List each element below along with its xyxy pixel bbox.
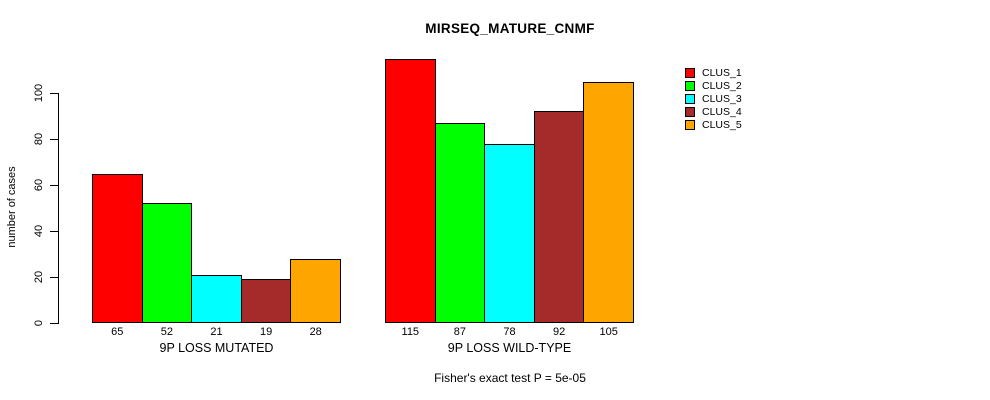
legend-item: CLUS_3 [685,92,742,105]
y-axis-tick-label: 80 [33,132,45,146]
legend-item: CLUS_4 [685,105,742,118]
bar-clus_3-group1 [191,274,242,323]
legend-color-swatch-icon [685,106,695,117]
y-axis-tick-label: 0 [33,319,45,327]
legend-color-swatch-icon [685,80,695,91]
x-group-label: 9P LOSS WILD-TYPE [447,341,572,355]
legend-label: CLUS_3 [702,92,742,105]
bar-value-label: 19 [259,326,273,338]
y-axis-tick [50,185,58,186]
legend-label: CLUS_5 [702,118,742,131]
bar-clus_5-group1 [290,258,341,323]
bar-clus_4-group1 [240,279,292,323]
y-axis-label: number of cases [6,166,18,248]
legend: CLUS_1 CLUS_2 CLUS_3 CLUS_4 CLUS_5 [685,66,742,131]
y-axis-line [58,93,59,324]
legend-item: CLUS_2 [685,79,742,92]
y-axis-tick-label: 40 [33,224,45,238]
bar-clus_2-group2 [434,122,486,323]
bar-clus_2-group1 [141,203,193,323]
y-axis-tick [50,139,58,140]
bar-clus_1-group2 [385,58,436,323]
y-axis-tick [50,231,58,232]
bar-value-label: 28 [309,326,322,338]
legend-label: CLUS_4 [702,105,742,118]
bar-value-label: 105 [599,326,618,338]
bar-value-label: 65 [111,326,124,338]
bar-value-label: 87 [453,326,467,338]
bar-clus_5-group2 [583,81,634,323]
legend-color-swatch-icon [685,93,695,104]
y-axis-tick-label: 20 [33,270,45,284]
fisher-test-annotation: Fisher's exact test P = 5e-05 [434,371,586,385]
bar-clus_3-group2 [484,143,535,323]
legend-label: CLUS_1 [702,66,742,79]
legend-item: CLUS_5 [685,118,742,131]
chart-title: MIRSEQ_MATURE_CNMF [425,21,595,36]
y-axis-tick [50,323,58,324]
legend-label: CLUS_2 [702,79,742,92]
x-group-label: 9P LOSS MUTATED [159,341,274,355]
bar-value-label: 92 [552,326,566,338]
legend-color-swatch-icon [685,67,695,78]
legend-item: CLUS_1 [685,66,742,79]
y-axis-tick-label: 60 [33,178,45,192]
y-axis-tick-label: 100 [33,83,45,103]
bar-value-label: 115 [401,326,420,338]
y-axis-tick [50,93,58,94]
y-axis-tick [50,277,58,278]
bar-clus_1-group1 [92,173,143,323]
bar-clus_4-group2 [533,111,585,323]
legend-color-swatch-icon [685,119,695,130]
bar-value-label: 78 [503,326,516,338]
bar-value-label: 52 [160,326,174,338]
bar-value-label: 21 [210,326,223,338]
